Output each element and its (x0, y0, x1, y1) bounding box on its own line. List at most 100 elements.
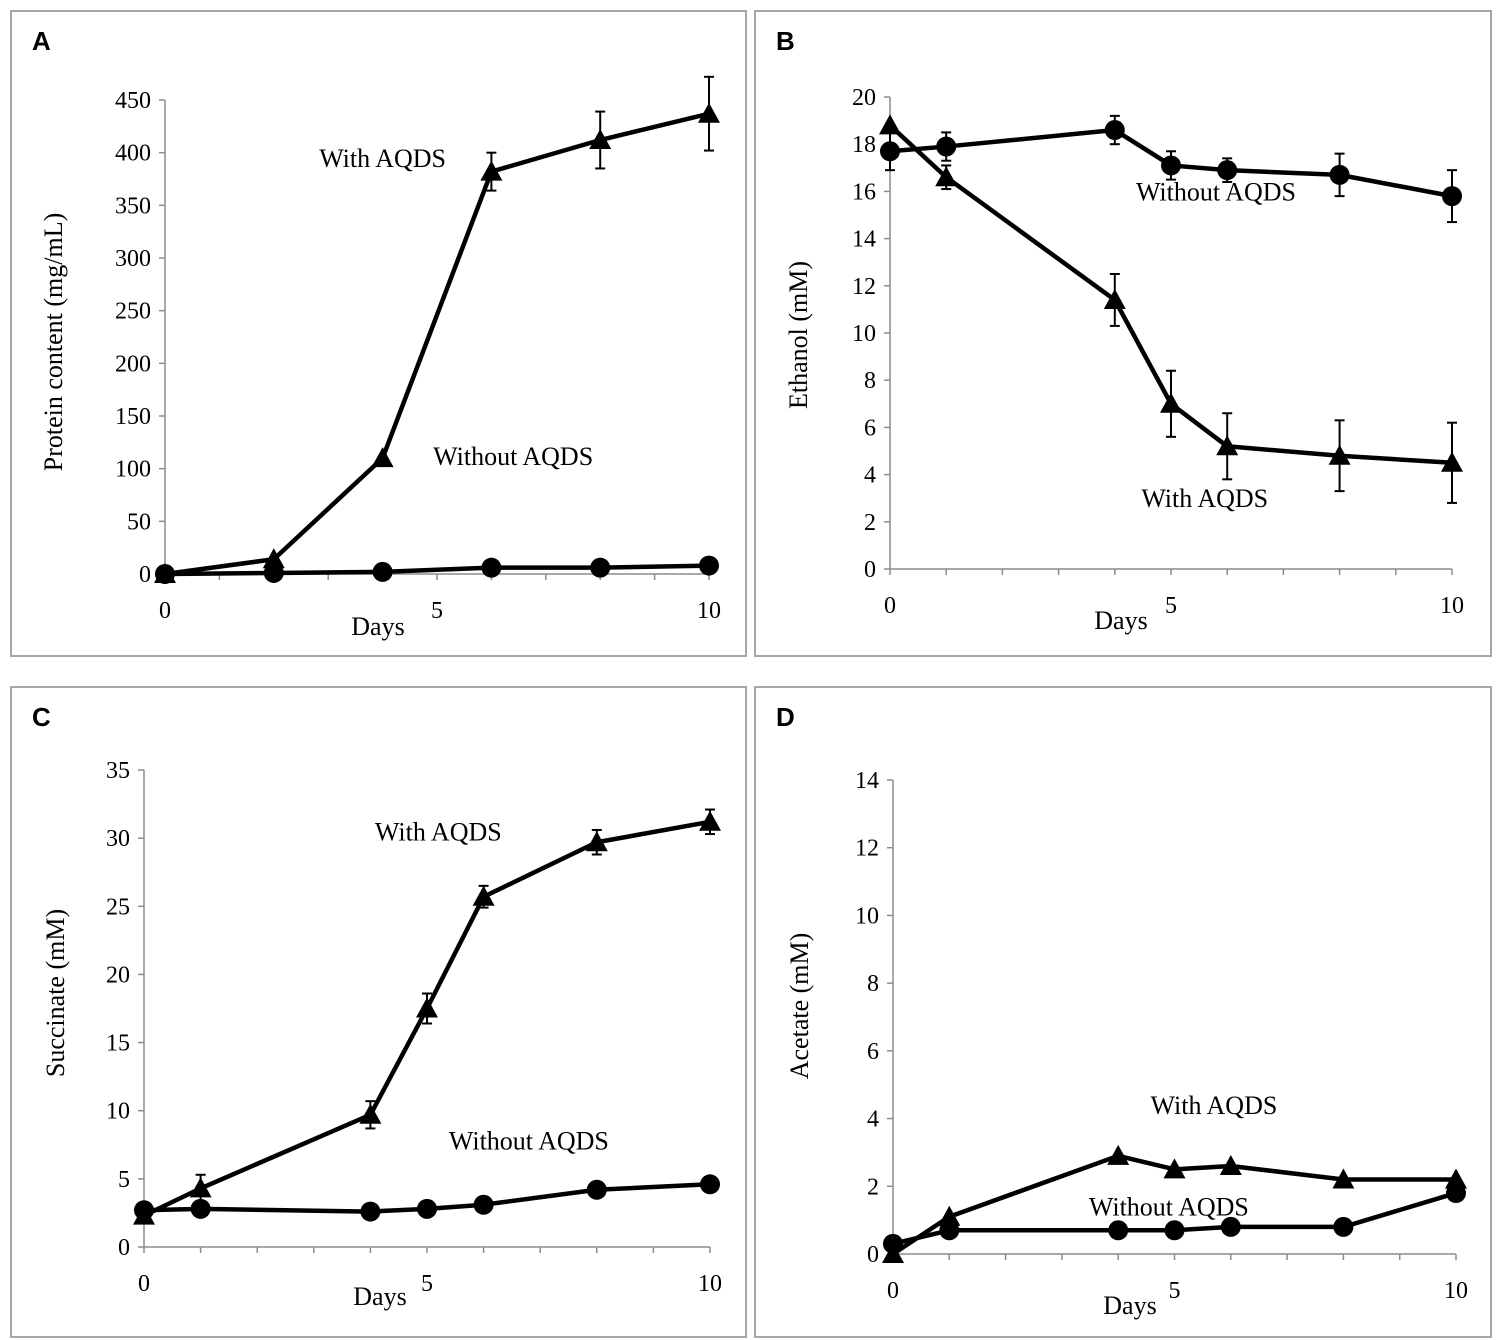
y-tick-label: 20 (852, 85, 876, 111)
data-point-circle (1108, 1220, 1129, 1241)
data-point-circle (134, 1200, 154, 1221)
chart-panel-a: A 0 50 100 150 200 250 300 350 400 450 0 5 10 Days Pro… (10, 10, 747, 657)
y-tick-label: 18 (852, 132, 876, 158)
x-tick-label: 10 (1440, 593, 1464, 619)
data-point-circle (1220, 1216, 1241, 1237)
data-point-circle (417, 1198, 437, 1219)
y-tick-label: 20 (106, 962, 130, 988)
panel-label: A (32, 26, 51, 56)
data-point-triangle (935, 166, 958, 187)
y-tick-label: 200 (115, 351, 151, 377)
data-point-triangle (416, 997, 438, 1018)
y-axis-title: Ethanol (mM) (784, 261, 813, 409)
data-point-circle (1217, 160, 1238, 181)
y-tick-label: 10 (852, 321, 876, 347)
y-tick-label: 8 (864, 368, 876, 394)
x-tick-label: 5 (1165, 593, 1177, 619)
data-point-triangle (1445, 1168, 1467, 1189)
chart-panel-d: D 0 2 4 6 8 10 12 14 0 5 10 Days Acetate (mM) With AQ… (754, 686, 1492, 1338)
x-tick-label: 5 (1169, 1278, 1181, 1304)
data-point-triangle (879, 114, 901, 135)
x-tick-label: 5 (421, 1271, 433, 1297)
data-point-circle (586, 1179, 607, 1200)
data-point-triangle (472, 885, 495, 906)
x-tick-label: 10 (698, 1271, 722, 1297)
x-tick-label: 0 (138, 1271, 150, 1297)
data-point-circle (372, 561, 393, 582)
data-point-circle (880, 141, 900, 162)
data-point-triangle (1328, 444, 1351, 465)
x-tick-label: 0 (884, 593, 896, 619)
series-line-without-aqds (164, 563, 710, 577)
y-tick-label: 14 (855, 768, 879, 794)
chart-svg: 0 50 100 150 200 250 300 350 400 450 0 5 10 Days Prote… (39, 75, 721, 641)
y-tick-label: 450 (115, 88, 151, 114)
y-tick-label: 12 (852, 274, 876, 300)
data-point-circle (1446, 1183, 1466, 1204)
x-tick-label: 10 (1444, 1278, 1468, 1304)
series-annotation: Without AQDS (449, 1127, 609, 1156)
data-point-triangle (1107, 1144, 1130, 1165)
x-axis-title: Days (353, 1282, 406, 1311)
y-tick-label: 2 (864, 510, 876, 536)
y-tick-label: 4 (864, 463, 876, 489)
data-point-triangle (589, 129, 612, 150)
data-point-triangle (585, 831, 608, 852)
y-axis-title: Protein content (mg/mL) (39, 213, 68, 472)
data-point-circle (939, 1220, 960, 1241)
series-annotation: With AQDS (375, 817, 502, 846)
data-point-circle (590, 557, 611, 578)
data-point-triangle (1160, 392, 1182, 413)
y-tick-label: 0 (118, 1235, 130, 1261)
data-point-circle (263, 562, 284, 583)
series-annotation: With AQDS (319, 144, 446, 173)
series-annotation: With AQDS (1141, 484, 1268, 513)
data-point-triangle (938, 1205, 961, 1226)
x-axis-title: Days (1094, 606, 1147, 635)
chart-svg: 0 5 10 15 20 25 30 35 0 5 10 Days Succinate (mM) With… (41, 758, 722, 1311)
data-point-circle (936, 136, 957, 157)
data-point-circle (1164, 1220, 1185, 1241)
panel-label: B (776, 26, 795, 56)
panel-label: D (776, 702, 795, 732)
y-tick-label: 250 (115, 299, 151, 325)
y-tick-label: 8 (867, 971, 879, 997)
y-tick-label: 2 (867, 1174, 879, 1200)
data-point-triangle (1332, 1168, 1355, 1189)
y-tick-label: 0 (867, 1242, 879, 1268)
data-point-triangle (699, 810, 721, 831)
y-tick-label: 14 (852, 227, 876, 253)
data-point-circle (1329, 164, 1350, 185)
y-tick-label: 0 (864, 557, 876, 583)
data-point-circle (700, 1174, 720, 1195)
data-point-circle (190, 1198, 211, 1219)
y-tick-label: 350 (115, 193, 151, 219)
y-tick-label: 100 (115, 457, 151, 483)
data-point-triangle (1216, 435, 1239, 456)
x-tick-label: 0 (887, 1278, 899, 1304)
x-axis-title: Days (1103, 1291, 1156, 1320)
data-point-triangle (1103, 288, 1126, 309)
y-tick-label: 6 (864, 415, 876, 441)
chart-svg: 0 2 4 6 8 10 12 14 0 5 10 Days Acetate (mM) With AQDS… (785, 768, 1468, 1320)
series-annotation: With AQDS (1151, 1091, 1278, 1120)
data-point-triangle (262, 548, 285, 569)
panel-label: C (32, 702, 51, 732)
data-point-triangle (480, 160, 503, 181)
data-point-triangle (1441, 451, 1463, 472)
data-point-circle (473, 1194, 494, 1215)
data-point-circle (155, 564, 175, 584)
y-tick-label: 5 (118, 1167, 130, 1193)
y-tick-label: 6 (867, 1039, 879, 1065)
y-tick-label: 16 (852, 179, 876, 205)
x-tick-label: 10 (697, 598, 721, 624)
chart-panel-b: B 0 2 4 6 8 10 12 14 16 18 20 0 5 10 Days Ethanol (mM) W… (754, 10, 1492, 657)
y-tick-label: 15 (106, 1031, 130, 1057)
chart-svg: 0 2 4 6 8 10 12 14 16 18 20 0 5 10 Days Ethanol (mM) Wit… (784, 85, 1464, 635)
y-tick-label: 0 (139, 562, 151, 588)
y-tick-label: 25 (106, 894, 130, 920)
data-point-circle (883, 1233, 903, 1254)
data-point-triangle (1219, 1154, 1242, 1175)
chart-panel-c: C 0 5 10 15 20 25 30 35 0 5 10 Days Succinate (mM) Wi… (10, 686, 747, 1338)
data-point-circle (1161, 155, 1181, 176)
